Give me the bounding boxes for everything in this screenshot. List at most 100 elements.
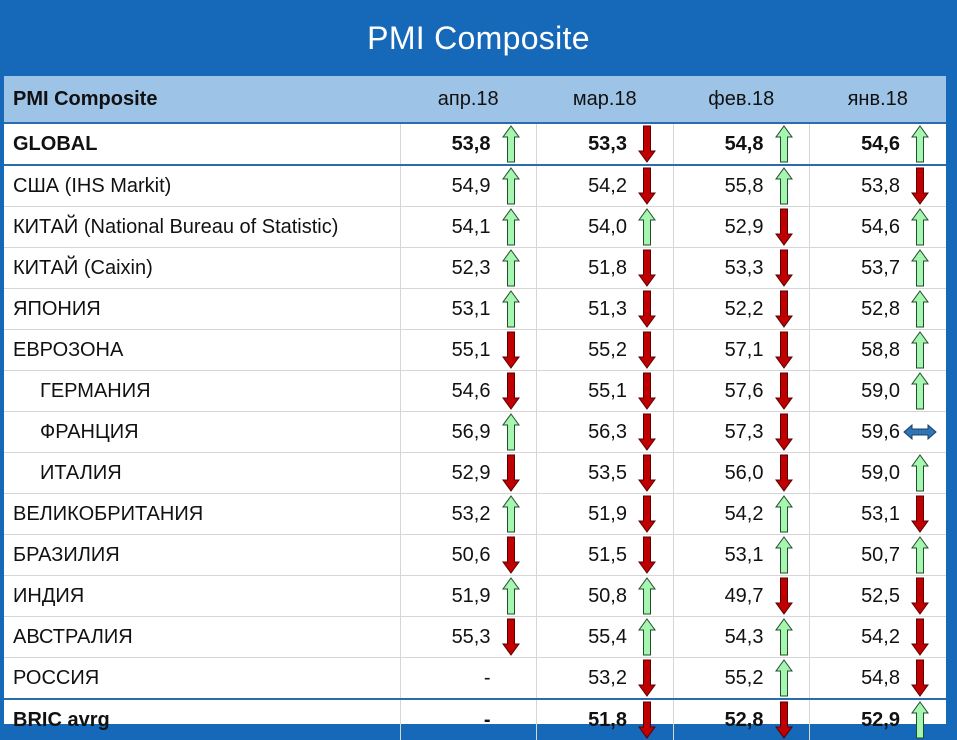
pmi-value: 53,8 <box>451 132 491 155</box>
up-arrow-icon <box>501 249 520 287</box>
down-arrow-icon <box>501 454 520 492</box>
table-row: КИТАЙ (National Bureau of Statistic) 54,1… <box>4 206 946 248</box>
trend-indicator <box>491 290 531 328</box>
value-cell-apr18: 54,1 <box>399 206 537 248</box>
row-name-cell: ВЕЛИКОБРИТАНИЯ <box>4 493 400 535</box>
pmi-value: 51,5 <box>588 543 627 566</box>
pmi-value: 51,9 <box>451 584 491 607</box>
table-row: ИТАЛИЯ 52,9 53,5 56,0 59,0 <box>4 452 946 494</box>
pmi-value: 54,3 <box>724 625 764 648</box>
table-row: ВЕЛИКОБРИТАНИЯ 53,2 51,9 54,2 53,1 <box>4 493 946 535</box>
value-cell-jan18: 52,5 <box>809 575 946 617</box>
table-row: АВСТРАЛИЯ 55,3 55,4 54,3 54,2 <box>4 616 946 658</box>
pmi-value: 54,6 <box>861 132 900 155</box>
trend-indicator <box>764 577 804 615</box>
trend-indicator <box>627 125 667 163</box>
pmi-value: 55,2 <box>588 338 627 361</box>
pmi-value: 51,8 <box>588 256 627 279</box>
table-row: БРАЗИЛИЯ 50,6 51,5 53,1 50,7 <box>4 534 946 576</box>
down-arrow-icon <box>638 167 656 205</box>
up-arrow-icon <box>501 208 520 246</box>
up-arrow-icon <box>774 495 793 533</box>
trend-indicator <box>491 618 531 656</box>
value-cell-feb18: 54,8 <box>672 123 810 166</box>
row-name-cell: АВСТРАЛИЯ <box>4 616 400 658</box>
value-cell-feb18: 54,2 <box>672 493 810 535</box>
value-cell-feb18: 57,3 <box>672 411 810 453</box>
pmi-value: 50,8 <box>588 584 627 607</box>
value-cell-apr18: 54,9 <box>399 165 537 207</box>
value-cell-feb18: 56,0 <box>672 452 810 494</box>
value-cell-jan18: 54,6 <box>809 123 946 166</box>
pmi-value: 53,1 <box>861 502 900 525</box>
value-cell-mar18: 51,8 <box>536 698 673 740</box>
trend-indicator <box>627 618 667 656</box>
trend-indicator <box>900 495 940 533</box>
trend-indicator <box>491 495 531 533</box>
pmi-value: 52,2 <box>724 297 764 320</box>
trend-indicator <box>764 413 804 451</box>
value-cell-feb18: 54,3 <box>672 616 810 658</box>
trend-indicator <box>627 454 667 492</box>
up-arrow-icon <box>911 536 929 574</box>
value-cell-apr18: 50,6 <box>399 534 537 576</box>
value-cell-mar18: 53,3 <box>536 123 673 166</box>
trend-indicator <box>900 125 940 163</box>
pmi-table: PMI Composite апр.18 мар.18 фев.18 янв.1… <box>4 76 946 740</box>
down-arrow-icon <box>638 290 656 328</box>
up-arrow-icon <box>501 290 520 328</box>
value-cell-mar18: 51,3 <box>536 288 673 330</box>
row-name-cell: США (IHS Markit) <box>4 165 400 207</box>
header-column-jan18: янв.18 <box>809 76 946 124</box>
pmi-value: 53,5 <box>588 461 627 484</box>
trend-indicator <box>900 701 940 739</box>
value-cell-jan18: 52,8 <box>809 288 946 330</box>
table-row: КИТАЙ (Caixin) 52,3 51,8 53,3 53,7 <box>4 247 946 289</box>
up-arrow-icon <box>774 618 793 656</box>
up-arrow-icon <box>501 125 520 163</box>
up-arrow-icon <box>638 577 656 615</box>
row-name-cell: BRIC avrg <box>4 698 400 740</box>
pmi-value: 50,7 <box>861 543 900 566</box>
up-arrow-icon <box>911 249 929 287</box>
table-body: GLOBAL 53,8 53,3 54,8 54,6 США (IHS Markit) 54… <box>4 123 946 740</box>
pmi-value: - <box>483 708 491 731</box>
trend-indicator <box>627 249 667 287</box>
trend-indicator <box>764 701 804 739</box>
up-arrow-icon <box>774 125 793 163</box>
down-arrow-icon <box>638 454 656 492</box>
value-cell-mar18: 53,5 <box>536 452 673 494</box>
trend-indicator <box>627 659 667 697</box>
value-cell-jan18: 58,8 <box>809 329 946 371</box>
value-cell-jan18: 59,6 <box>809 411 946 453</box>
trend-indicator <box>900 208 940 246</box>
pmi-value: 52,3 <box>451 256 491 279</box>
pmi-value: 53,3 <box>724 256 764 279</box>
pmi-value: 53,1 <box>724 543 764 566</box>
trend-indicator <box>627 372 667 410</box>
value-cell-apr18: 53,8 <box>399 123 537 166</box>
pmi-value: 55,4 <box>588 625 627 648</box>
row-name-cell: РОССИЯ <box>4 657 400 700</box>
up-arrow-icon <box>911 454 929 492</box>
value-cell-mar18: 51,9 <box>536 493 673 535</box>
down-arrow-icon <box>911 659 929 697</box>
table-row: США (IHS Markit) 54,9 54,2 55,8 53,8 <box>4 165 946 207</box>
trend-indicator <box>900 372 940 410</box>
pmi-value: - <box>483 666 491 689</box>
trend-indicator <box>764 372 804 410</box>
up-arrow-icon <box>501 495 520 533</box>
value-cell-feb18: 52,9 <box>672 206 810 248</box>
row-name-cell: БРАЗИЛИЯ <box>4 534 400 576</box>
value-cell-jan18: 53,7 <box>809 247 946 289</box>
trend-indicator <box>900 167 940 205</box>
down-arrow-icon <box>501 618 520 656</box>
down-arrow-icon <box>911 618 929 656</box>
trend-indicator <box>764 331 804 369</box>
pmi-value: 55,1 <box>451 338 491 361</box>
pmi-value: 53,8 <box>861 174 900 197</box>
trend-indicator <box>491 577 531 615</box>
value-cell-mar18: 51,8 <box>536 247 673 289</box>
up-arrow-icon <box>501 413 520 451</box>
trend-indicator <box>764 167 804 205</box>
